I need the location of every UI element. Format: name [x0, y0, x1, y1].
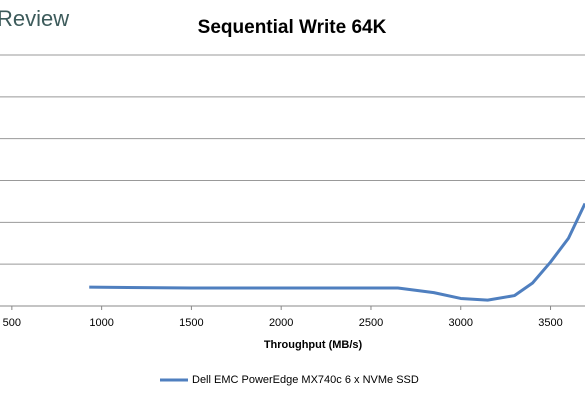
x-tick-label: 2500: [359, 317, 383, 329]
x-axis-label: Throughput (MB/s): [264, 339, 363, 351]
x-tick-label: 2000: [269, 317, 293, 329]
chart-title: Sequential Write 64K: [198, 17, 387, 38]
data-line: [89, 202, 585, 302]
x-tick-label: 500: [3, 317, 21, 329]
x-tick-label: 3000: [449, 317, 473, 329]
x-tick-label: 1000: [89, 317, 113, 329]
brand-logo: Review: [0, 6, 69, 31]
legend-label: Dell EMC PowerEdge MX740c 6 x NVMe SSD: [192, 374, 419, 386]
x-tick-label: 1500: [179, 317, 203, 329]
x-tick-label: 3500: [538, 317, 562, 329]
